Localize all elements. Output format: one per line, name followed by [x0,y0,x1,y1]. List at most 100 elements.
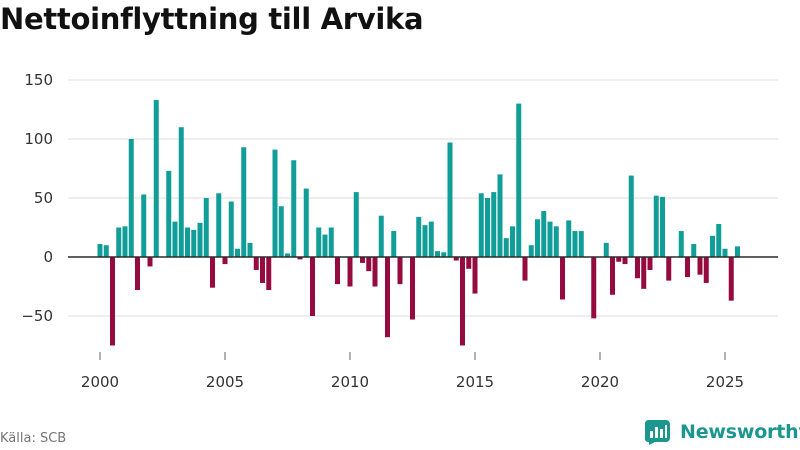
bar [422,225,428,257]
bar [697,257,703,275]
bar [566,220,572,257]
bar [716,223,722,257]
bar [116,227,122,257]
bar [497,174,503,257]
bar [510,226,515,257]
bar [328,227,334,257]
y-axis: −50 0 50 100 150 [21,71,53,325]
y-tick-label: 100 [24,130,53,148]
bar [110,257,115,346]
source-label: Källa: SCB [0,431,67,446]
bar [635,257,640,279]
x-axis: 2000 2005 2010 2015 2020 2025 [81,352,744,391]
chart-title: Nettoinflyttning till Arvika [0,2,424,36]
bar [466,257,472,269]
bar [578,231,584,257]
bar [122,226,128,257]
x-tick-label: 2025 [706,373,744,391]
bar [735,246,740,257]
x-tick-label: 2020 [581,373,619,391]
bar [316,227,322,257]
bar [535,219,540,257]
bar [435,251,440,257]
bar [397,257,403,285]
bar [360,257,365,263]
bar [453,257,459,261]
bar [272,149,278,257]
bar [185,227,190,257]
bar [572,231,578,257]
bar [391,231,397,257]
bar [653,195,659,257]
bar [666,257,672,281]
bar [691,244,697,257]
bar [241,147,247,257]
bar [485,198,490,257]
bar [503,238,509,257]
bar [541,210,547,257]
bar [460,257,465,346]
bar [516,103,522,257]
bar [228,201,234,257]
bar [147,257,153,267]
bar [260,257,265,283]
bar [235,248,240,257]
bar [385,257,390,338]
brand-name: Newsworthy [680,421,800,443]
bar [197,222,203,257]
bar [447,142,453,257]
bar [416,216,422,257]
bar [628,175,634,257]
bar [253,257,259,270]
bar [141,194,147,257]
bar [591,257,597,319]
bar [266,257,272,291]
bar [335,257,340,285]
bar [641,257,647,289]
bar [222,257,228,265]
bar [491,192,497,257]
bar [478,193,484,257]
bar [291,160,297,257]
bar [128,139,134,257]
bar [203,198,209,257]
y-tick-label: 50 [34,189,53,207]
bar [353,192,359,257]
bar [728,257,734,301]
bar [678,231,684,257]
bar [303,188,309,257]
x-tick-label: 2015 [456,373,494,391]
bar [622,257,628,265]
bar [522,257,528,281]
bar [428,221,434,257]
bar [97,244,103,257]
bar [441,252,447,257]
bar [178,127,184,257]
bar [703,257,709,283]
x-tick-label: 2000 [81,373,119,391]
bar [135,257,140,291]
bar [191,229,197,257]
bar [610,257,615,295]
bar [372,257,378,287]
y-tick-label: 0 [43,248,53,266]
bar [166,170,172,257]
x-tick-label: 2010 [331,373,369,391]
bar-series [97,100,740,346]
bar [616,257,622,262]
bar [472,257,478,294]
bar [528,245,534,257]
x-tick-label: 2005 [206,373,244,391]
brand-logo[interactable]: Newsworthy [644,418,800,446]
bar [685,257,690,278]
bar [297,257,303,260]
bar [322,234,328,257]
bar [722,248,728,257]
bar [560,257,565,300]
bar [247,242,253,257]
bar [103,245,109,257]
bar [553,226,559,257]
bar [347,257,353,287]
y-tick-label: −50 [21,307,53,325]
